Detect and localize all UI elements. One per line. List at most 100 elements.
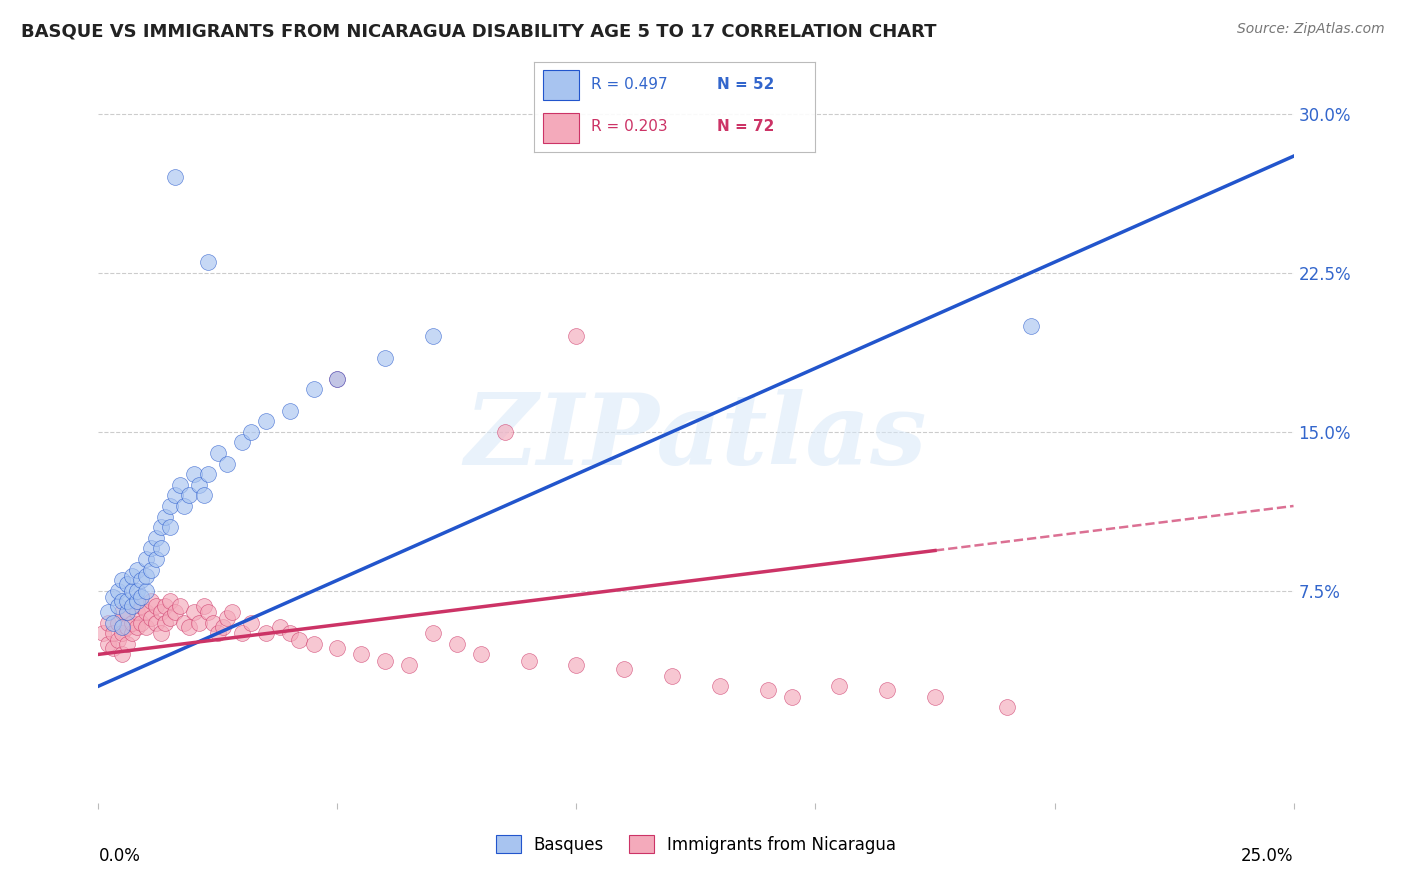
- Point: [97, 605, 120, 619]
- Point: [145, 615, 167, 630]
- Point: [173, 499, 195, 513]
- Point: [135, 583, 157, 598]
- Point: [115, 605, 138, 619]
- Point: [125, 583, 148, 598]
- Point: [135, 605, 157, 619]
- Point: [131, 573, 153, 587]
- Point: [111, 620, 134, 634]
- Point: [211, 620, 233, 634]
- Point: [139, 563, 162, 577]
- Point: [159, 611, 181, 625]
- Text: Source: ZipAtlas.com: Source: ZipAtlas.com: [1237, 22, 1385, 37]
- Point: [422, 626, 444, 640]
- Point: [173, 615, 195, 630]
- Point: [197, 255, 219, 269]
- Text: N = 52: N = 52: [717, 78, 775, 92]
- Point: [221, 605, 243, 619]
- Point: [115, 577, 138, 591]
- Point: [302, 383, 325, 397]
- Point: [217, 611, 239, 625]
- Point: [115, 637, 138, 651]
- Point: [111, 594, 134, 608]
- Point: [924, 690, 946, 704]
- Point: [398, 658, 420, 673]
- Point: [169, 599, 191, 613]
- Point: [661, 668, 683, 682]
- Point: [125, 605, 148, 619]
- Point: [231, 435, 253, 450]
- Point: [302, 637, 325, 651]
- Point: [202, 615, 225, 630]
- Point: [159, 499, 181, 513]
- Point: [145, 599, 167, 613]
- Point: [995, 700, 1018, 714]
- Point: [876, 683, 898, 698]
- Legend: Basques, Immigrants from Nicaragua: Basques, Immigrants from Nicaragua: [489, 829, 903, 860]
- Point: [828, 679, 851, 693]
- Point: [193, 488, 215, 502]
- Text: R = 0.497: R = 0.497: [591, 78, 666, 92]
- Point: [135, 620, 157, 634]
- Point: [149, 541, 172, 556]
- Point: [278, 626, 301, 640]
- Point: [163, 605, 186, 619]
- Point: [326, 372, 349, 386]
- Point: [179, 488, 201, 502]
- Point: [107, 615, 129, 630]
- Point: [125, 620, 148, 634]
- Point: [179, 620, 201, 634]
- Point: [121, 583, 143, 598]
- Point: [187, 477, 209, 491]
- Point: [121, 599, 143, 613]
- Point: [131, 599, 153, 613]
- Text: 0.0%: 0.0%: [98, 847, 141, 864]
- Text: 25.0%: 25.0%: [1241, 847, 1294, 864]
- Point: [91, 626, 114, 640]
- Point: [121, 569, 143, 583]
- Point: [756, 683, 779, 698]
- Bar: [543, 113, 579, 143]
- Point: [149, 520, 172, 534]
- Point: [193, 599, 215, 613]
- Point: [139, 594, 162, 608]
- Point: [288, 632, 311, 647]
- Point: [159, 520, 181, 534]
- Bar: [543, 70, 579, 100]
- Point: [326, 640, 349, 655]
- Point: [101, 626, 124, 640]
- Point: [159, 594, 181, 608]
- Text: N = 72: N = 72: [717, 120, 775, 134]
- Point: [115, 620, 138, 634]
- Point: [111, 605, 134, 619]
- Point: [107, 599, 129, 613]
- Point: [374, 654, 396, 668]
- Point: [149, 626, 172, 640]
- Point: [145, 552, 167, 566]
- Point: [183, 605, 205, 619]
- Point: [155, 615, 177, 630]
- Point: [231, 626, 253, 640]
- Point: [131, 590, 153, 604]
- Point: [613, 662, 636, 676]
- Text: R = 0.203: R = 0.203: [591, 120, 666, 134]
- Point: [565, 658, 588, 673]
- Point: [240, 615, 263, 630]
- Point: [111, 648, 134, 662]
- Text: ZIPatlas: ZIPatlas: [465, 389, 927, 485]
- Point: [145, 531, 167, 545]
- Point: [107, 583, 129, 598]
- Text: BASQUE VS IMMIGRANTS FROM NICARAGUA DISABILITY AGE 5 TO 17 CORRELATION CHART: BASQUE VS IMMIGRANTS FROM NICARAGUA DISA…: [21, 22, 936, 40]
- Point: [446, 637, 468, 651]
- Point: [1019, 318, 1042, 333]
- Point: [240, 425, 263, 439]
- Point: [565, 329, 588, 343]
- Point: [197, 467, 219, 482]
- Point: [207, 626, 229, 640]
- Point: [326, 372, 349, 386]
- Point: [470, 648, 492, 662]
- Point: [125, 594, 148, 608]
- Point: [254, 626, 277, 640]
- Point: [278, 403, 301, 417]
- Point: [101, 615, 124, 630]
- Point: [163, 170, 186, 185]
